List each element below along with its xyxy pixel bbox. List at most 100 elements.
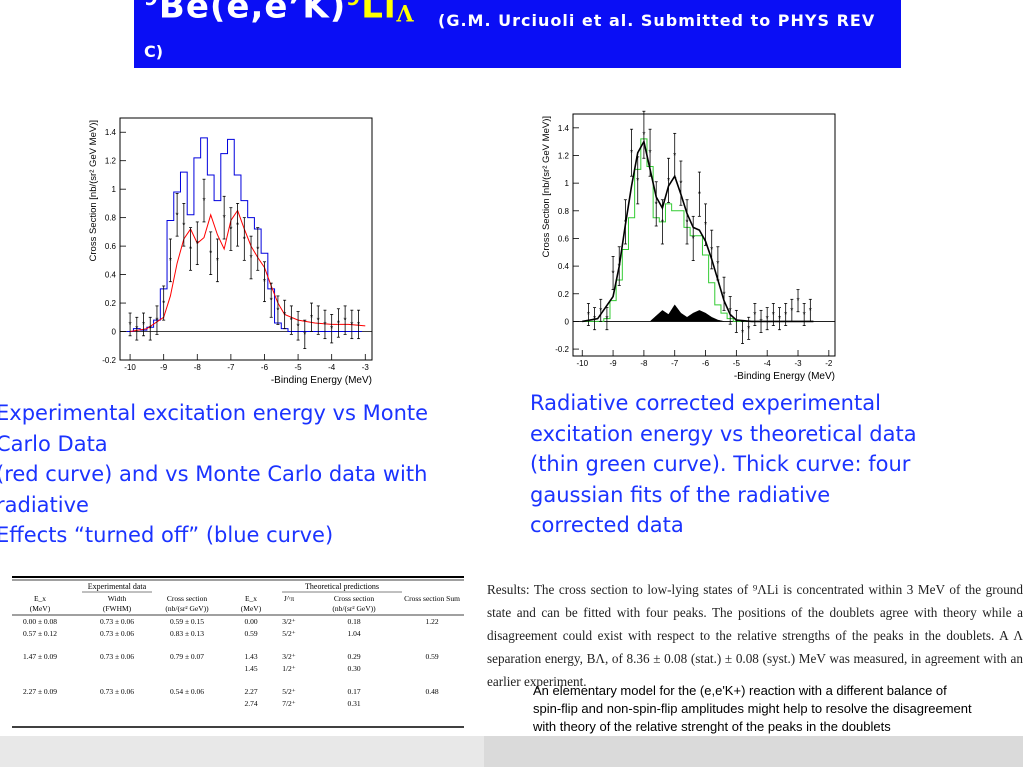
table-cell: 0.00 ± 0.08 (23, 617, 57, 626)
y-tick-label: 1.2 (105, 157, 117, 166)
data-point: * (229, 225, 232, 234)
data-point: * (766, 315, 769, 324)
x-tick-label: -6 (702, 359, 710, 368)
right-chart: -10 -9 -8 -7 -6 -5 -4 -3 -2 -0.2 0 0.2 0.4 0.6 0.8 1 1.2… (541, 110, 836, 382)
y-tick-label: 0 (112, 328, 117, 337)
data-point: * (772, 311, 775, 320)
data-point: * (350, 320, 353, 329)
data-point: * (784, 311, 787, 320)
x-tick-label: -6 (261, 363, 269, 372)
data-point: * (809, 306, 812, 315)
data-point: * (276, 306, 279, 315)
right-caption-line: corrected data (530, 513, 684, 537)
black-fit-curve (582, 139, 814, 323)
table-cell: 2.27 (244, 687, 257, 696)
x-tick-label: -4 (328, 363, 336, 372)
y-axis-label: Cross Section [nb/(sr² GeV MeV)] (541, 116, 552, 257)
data-point: * (216, 256, 219, 265)
table-cell: 2.74 (244, 699, 257, 708)
data-point: * (290, 316, 293, 325)
table-cell: 1.47 ± 0.09 (23, 652, 57, 661)
data-point: * (196, 239, 199, 248)
data-point: * (630, 149, 633, 158)
green-histogram (585, 138, 746, 322)
data-point: * (679, 179, 682, 188)
table-cell: 0.57 ± 0.12 (23, 629, 57, 638)
data-point: * (209, 249, 212, 258)
data-point: * (169, 256, 172, 265)
data-point: * (642, 131, 645, 140)
data-point: * (330, 325, 333, 334)
right-caption-line: excitation energy vs theoretical data (530, 421, 917, 446)
data-point: * (310, 313, 313, 322)
data-point: * (710, 246, 713, 255)
column-header-unit: (MeV) (30, 604, 51, 613)
data-point: * (618, 262, 621, 271)
x-tick-label: -10 (124, 363, 136, 372)
data-point: * (698, 190, 701, 199)
x-tick-label: -9 (610, 359, 618, 368)
results-text: The cross section to low-lying states of… (487, 582, 1023, 689)
data-point: * (337, 319, 340, 328)
table-cell: 0.73 ± 0.06 (100, 617, 134, 626)
data-point: * (129, 320, 132, 329)
data-point: * (223, 214, 226, 223)
data-point: * (283, 310, 286, 319)
data-point: * (249, 254, 252, 263)
right-caption: Radiative corrected experimental excitat… (530, 388, 1000, 541)
data-point: * (759, 317, 762, 326)
data-point: * (704, 221, 707, 230)
x-tick-label: -3 (362, 363, 370, 372)
black-filled-area (649, 304, 725, 322)
y-tick-label: -0.2 (102, 356, 116, 365)
y-tick-label: 1.4 (558, 124, 570, 133)
data-point: * (692, 234, 695, 243)
group-header: Theoretical predictions (305, 582, 379, 591)
y-tick-label: 0.2 (105, 299, 117, 308)
data-point: * (593, 315, 596, 324)
data-point: * (297, 322, 300, 331)
data-point: * (673, 151, 676, 160)
column-header: Cross section (334, 594, 374, 603)
table-cell: 5/2⁺ (282, 629, 296, 638)
citation-cont: C) (144, 42, 164, 61)
data-point: * (778, 315, 781, 324)
data-point: * (599, 306, 602, 315)
data-point: * (189, 245, 192, 254)
y-tick-label: 0.6 (105, 242, 117, 251)
data-point: * (263, 278, 266, 287)
data-point: * (243, 235, 246, 244)
data-point: * (344, 316, 347, 325)
y-tick-label: 1 (112, 185, 117, 194)
x-tick-label: -7 (671, 359, 679, 368)
table-cell: 0.83 ± 0.13 (170, 629, 204, 638)
results-table: Experimental data Theoretical predictions… (12, 576, 464, 728)
column-header: E_x (34, 594, 46, 603)
y-tick-label: 0.8 (558, 207, 570, 216)
y-tick-label: 1.2 (558, 151, 570, 160)
y-axis-label: Cross Section [nb/(sr² GeV MeV)] (88, 120, 99, 261)
x-tick-label: -7 (227, 363, 235, 372)
y-tick-label: 0.2 (558, 290, 570, 299)
group-header: Experimental data (88, 582, 147, 591)
data-point: * (648, 149, 651, 158)
results-label: Results: (487, 582, 530, 597)
column-header: Width (108, 594, 127, 603)
data-point: * (747, 324, 750, 333)
table-cell: 0.79 ± 0.07 (170, 652, 204, 661)
table-cell: 3/2⁺ (282, 617, 296, 626)
data-point: * (716, 259, 719, 268)
table-cell: 0.59 ± 0.15 (170, 617, 204, 626)
y-tick-label: 0 (565, 317, 570, 326)
table-cell: 7/2⁺ (282, 699, 296, 708)
data-point: * (182, 221, 185, 230)
data-point: * (667, 176, 670, 185)
table-cell: 0.17 (347, 687, 360, 696)
table-cell: 5/2⁺ (282, 687, 296, 696)
data-point: * (155, 316, 158, 325)
data-point: * (735, 317, 738, 326)
x-axis-label: -Binding Energy (MeV) (734, 371, 835, 382)
left-caption-line: Effects “turned off” (blue curve) (0, 523, 334, 547)
data-point: * (256, 245, 259, 254)
x-tick-label: -2 (825, 359, 833, 368)
